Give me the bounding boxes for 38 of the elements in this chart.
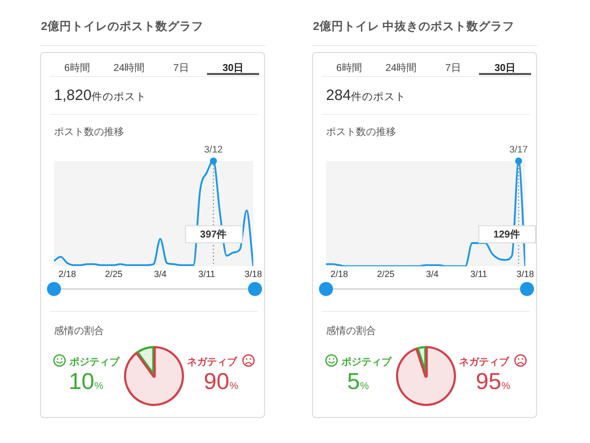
annotation: 129件 <box>493 228 520 240</box>
x-tick-label: 3/18 <box>516 269 534 280</box>
x-tick-label: 3/4 <box>154 269 167 280</box>
legend-label: ポジティブ <box>70 357 120 368</box>
ref-line-label: 3/17 <box>509 144 528 156</box>
x-tick-label: 2/25 <box>105 269 123 280</box>
text: 7日 <box>173 63 189 74</box>
text: 24時間 <box>385 63 417 74</box>
text: 2億円トイレ 中抜きのポスト数グラフ <box>313 20 515 35</box>
text: 284件のポスト <box>326 87 406 104</box>
x-tick-label: 2/25 <box>377 269 395 280</box>
text: 2億円トイレのポスト数グラフ <box>41 20 204 35</box>
x-tick-label: 2/18 <box>330 269 348 280</box>
x-tick-label: 3/11 <box>198 269 216 280</box>
data-label: 95% <box>476 368 510 394</box>
data-label: 10% <box>68 368 104 394</box>
data-label: 90% <box>204 368 238 394</box>
text: 30日 <box>222 63 244 74</box>
ref-line-label: 3/12 <box>204 144 223 156</box>
slice-label: ネガティブ <box>187 357 237 368</box>
x-tick-label: 3/18 <box>244 269 262 280</box>
text: 30日 <box>494 63 516 74</box>
text: 7日 <box>445 63 461 74</box>
text: 24時間 <box>113 63 145 74</box>
legend-label: ポジティブ <box>342 357 392 368</box>
x-tick-label: 2/18 <box>58 269 76 280</box>
data-label: 5% <box>347 368 369 394</box>
slice-label: ネガティブ <box>459 357 509 368</box>
annotation: 397件 <box>200 228 227 240</box>
text: 6時間 <box>336 63 362 74</box>
x-tick-label: 3/4 <box>426 269 439 280</box>
chart-title: ポスト数の推移 <box>54 126 124 139</box>
text: 1,820件のポスト <box>54 87 147 104</box>
text: 6時間 <box>64 63 90 74</box>
chart-title: 感情の割合 <box>54 325 104 338</box>
chart-title: ポスト数の推移 <box>326 126 396 139</box>
chart-title: 感情の割合 <box>326 325 376 338</box>
x-tick-label: 3/11 <box>470 269 488 280</box>
